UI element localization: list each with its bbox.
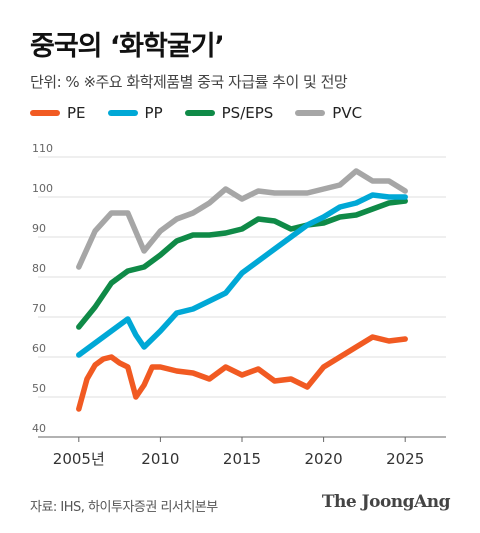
series-line-pe [76,334,408,412]
y-tick-label-90: 90 [32,222,46,235]
series-line-pvc [76,168,408,270]
legend-swatch-pp [107,110,138,116]
y-tick-label-50: 50 [32,382,46,395]
y-tick-label-70: 70 [32,302,46,315]
chart-title: 중국의 ‘화학굴기’ [30,31,225,62]
y-tick-label-60: 60 [32,342,46,355]
x-tick-labels: 2005년 2010 2015 2020 2025 [53,437,424,468]
x-tick-label-2010: 2010 [141,450,179,468]
chart-subtitle: 단위: % ※주요 화학제품별 중국 자급률 추이 및 전망 [30,73,348,91]
series-line-ps-eps [76,198,408,330]
legend: PE PP PS/EPS PVC [30,104,384,122]
x-tick-label-2020: 2020 [305,450,343,468]
legend-label-pp: PP [144,104,163,122]
legend-label-ps-eps: PS/EPS [221,104,274,122]
series-line-pp [76,192,408,358]
legend-label-pvc: PVC [332,104,363,122]
legend-swatch-pvc [295,110,326,116]
source-note: 자료: IHS, 하이투자증권 리서치본부 [30,500,218,515]
legend-label-pe: PE [67,104,86,122]
y-tick-label-40: 40 [32,422,46,435]
y-tick-label-100: 100 [32,182,53,195]
series-lines [76,168,408,412]
y-tick-labels: 40 50 60 70 80 90 100 110 [32,142,53,435]
legend-swatch-pe [30,110,60,116]
x-tick-label-2015: 2015 [223,450,261,468]
legend-item-ps-eps: PS/EPS [184,104,274,122]
y-tick-label-110: 110 [32,142,53,155]
y-tick-label-80: 80 [32,262,46,275]
brand-logo: The JoongAng [321,492,451,512]
x-tick-label-2025: 2025 [386,450,424,468]
legend-swatch-ps-eps [184,110,215,116]
x-tick-label-2005: 2005년 [53,450,105,468]
legend-item-pvc: PVC [295,104,362,122]
legend-item-pp: PP [107,104,163,122]
legend-item-pe: PE [30,104,86,122]
